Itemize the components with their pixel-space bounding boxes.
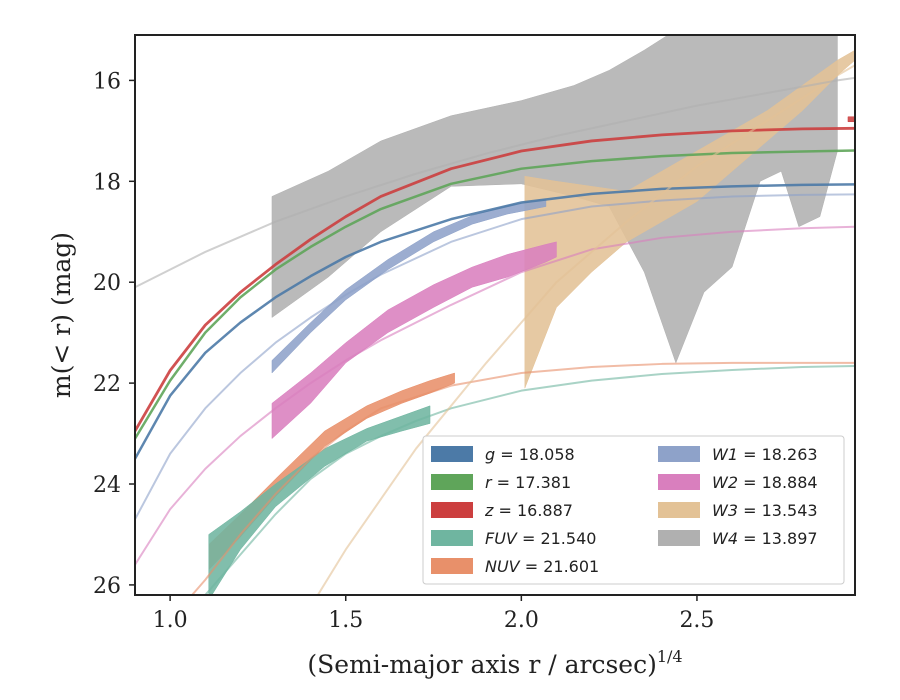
x-axis-label: (Semi-major axis r / arcsec)1/4 (307, 647, 682, 679)
model-w1 (135, 193, 855, 520)
model-w4 (135, 76, 855, 289)
legend-swatch-g (431, 446, 473, 462)
legend: g = 18.058 r = 17.381 z = 16.887 FUV = 21.5… (422, 435, 845, 585)
band-w3 (524, 49, 855, 389)
band-w2 (271, 241, 557, 440)
model-nuv (190, 361, 855, 595)
legend-swatch-w2 (658, 474, 700, 490)
legend-label-w2: W2 = 18.884 (712, 473, 818, 492)
y-tick-label: 26 (93, 574, 121, 599)
plot-frame (134, 34, 856, 596)
legend-label-nuv: NUV = 21.601 (485, 557, 599, 576)
y-tick-label: 18 (93, 170, 121, 195)
y-tick-label: 22 (93, 372, 121, 397)
y-axis-label: m(< r) (mag) (47, 232, 76, 398)
model-r (135, 149, 855, 440)
legend-label-w4: W4 = 13.897 (712, 529, 818, 548)
legend-box (422, 435, 845, 585)
x-tick-label: 1.5 (328, 608, 363, 633)
model-w2 (135, 225, 855, 566)
legend-swatch-nuv (431, 558, 473, 574)
legend-swatch-r (431, 474, 473, 490)
y-tick-label: 20 (93, 271, 121, 296)
legend-label-fuv: FUV = 21.540 (485, 529, 596, 548)
legend-swatch-fuv (431, 530, 473, 546)
model-w3 (316, 64, 855, 595)
band-w1 (271, 198, 547, 374)
model-fuv (204, 364, 855, 595)
x-tick-label: 2.0 (504, 608, 539, 633)
legend-swatch-w4 (658, 530, 700, 546)
x-tick-label: 1.0 (153, 608, 188, 633)
legend-swatch-w3 (658, 502, 700, 518)
legend-label-r: r = 17.381 (485, 473, 571, 492)
y-tick-label: 16 (93, 69, 121, 94)
band-z (847, 116, 855, 123)
y-axis: 16 18 20 22 24 26 (93, 69, 135, 599)
model-curves (135, 64, 855, 595)
x-axis: 1.0 1.5 2.0 2.5 (153, 595, 714, 633)
legend-label-z: z = 16.887 (484, 501, 573, 520)
x-tick-label: 2.5 (679, 608, 714, 633)
x-axis-label-superscript: 1/4 (657, 647, 683, 666)
legend-label-w1: W1 = 18.263 (712, 445, 818, 464)
legend-label-g: g = 18.058 (485, 445, 575, 464)
model-g (135, 183, 855, 460)
legend-label-w3: W3 = 13.543 (712, 501, 818, 520)
legend-swatch-z (431, 502, 473, 518)
legend-swatch-w1 (658, 446, 700, 462)
model-z (135, 126, 855, 432)
y-tick-label: 24 (93, 473, 121, 498)
